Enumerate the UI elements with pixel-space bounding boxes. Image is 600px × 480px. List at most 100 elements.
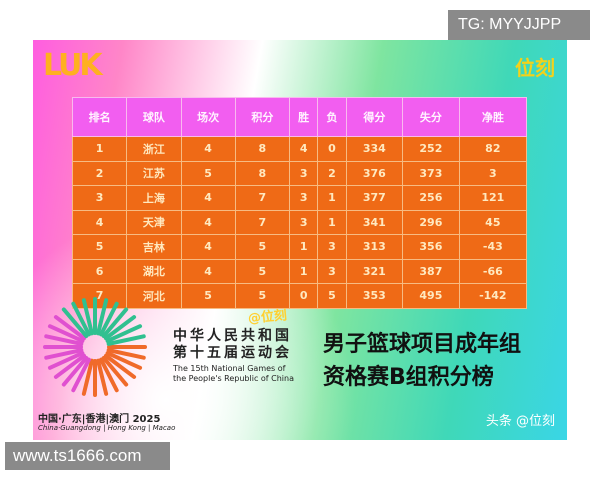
national-games-emblem xyxy=(43,297,147,397)
table-cell: 256 xyxy=(402,185,460,211)
column-header: 失分 xyxy=(402,97,460,137)
table-cell: 4 xyxy=(180,209,236,235)
table-cell: 1 xyxy=(71,136,128,162)
table-cell: 321 xyxy=(345,258,404,284)
table-cell: 0 xyxy=(317,136,347,162)
column-header: 胜 xyxy=(288,97,319,137)
emblem-petal xyxy=(53,353,87,379)
table-cell: 6 xyxy=(71,258,128,284)
emblem-petal xyxy=(96,358,109,396)
table-cell: 5 xyxy=(234,234,291,260)
table-cell: 湖北 xyxy=(126,258,182,284)
poster-title: 男子篮球项目成年组 资格赛B组积分榜 xyxy=(323,328,521,394)
emblem-petal xyxy=(105,324,143,343)
column-header: 积分 xyxy=(234,97,291,137)
emblem-petal xyxy=(44,348,84,360)
watermark: @位刻 xyxy=(247,308,288,327)
table-cell: 5 xyxy=(234,258,291,284)
table-cell: 江苏 xyxy=(126,160,182,186)
standings-table: 排名 球队 场次 积分胜负得分 失分 净胜 1 浙江 4 8 4 0 334 252 82 2 江苏 5 8 3 2 3… xyxy=(71,97,528,309)
table-cell: 5 xyxy=(234,283,291,309)
table-cell: 4 xyxy=(180,234,236,260)
table-cell: 5 xyxy=(71,234,128,260)
emblem-petal xyxy=(106,348,146,360)
emblem-petal xyxy=(61,355,89,387)
games-cn-line: 中华人民共和国 xyxy=(173,328,292,344)
table-cell: 1 xyxy=(288,234,319,260)
table-row: 4 天津 4 7 3 1 341 296 45 xyxy=(71,209,528,235)
column-header: 球队 xyxy=(126,97,182,137)
table-cell: 1 xyxy=(317,185,347,211)
location-en: China·Guangdong | Hong Kong | Macao xyxy=(38,424,176,432)
table-cell: 4 xyxy=(180,185,236,211)
table-row: 1 浙江 4 8 4 0 334 252 82 xyxy=(71,136,528,162)
table-cell: 341 xyxy=(345,209,404,235)
table-cell: 3 xyxy=(458,160,528,186)
emblem-petal xyxy=(44,334,84,346)
table-cell: 7 xyxy=(234,209,291,235)
emblem-petal xyxy=(103,353,137,379)
standings-poster: LUK 位刻 排名 球队 场次 积分胜负得分 失分 净胜 1 浙江 4 8 4 0 334 252 82 2… xyxy=(33,40,567,440)
table-cell: 353 xyxy=(345,283,404,309)
table-cell: -43 xyxy=(458,234,528,260)
table-cell: 浙江 xyxy=(126,136,182,162)
table-row: 3 上海 4 7 3 1 377 256 121 xyxy=(71,185,528,211)
table-cell: 天津 xyxy=(126,209,182,235)
emblem-petal xyxy=(106,334,146,346)
emblem-petal xyxy=(81,358,94,396)
table-cell: 4 xyxy=(180,136,236,162)
table-cell: 5 xyxy=(180,283,236,309)
table-cell: 2 xyxy=(317,160,347,186)
table-cell: 4 xyxy=(71,209,128,235)
emblem-petal xyxy=(101,307,129,339)
table-cell: 3 xyxy=(317,258,347,284)
table-row: 7 河北 5 5 0 5 353 495 -142 xyxy=(71,283,528,309)
table-cell: 4 xyxy=(180,258,236,284)
luk-logo: LUK xyxy=(43,48,103,83)
table-header: 排名 球队 场次 积分胜负得分 失分 净胜 xyxy=(71,97,528,137)
emblem-petal xyxy=(101,355,129,387)
games-en-line: The 15th National Games of xyxy=(173,364,286,373)
games-en-line: the People's Republic of China xyxy=(173,374,294,383)
table-cell: 2 xyxy=(71,160,128,186)
emblem-petal xyxy=(47,324,85,343)
table-cell: 495 xyxy=(402,283,460,309)
location-cn: 中国·广东|香港|澳门 2025 xyxy=(38,414,161,425)
emblem-petal xyxy=(71,357,91,393)
table-cell: 7 xyxy=(71,283,128,309)
emblem-petal xyxy=(61,307,89,339)
table-row: 2 江苏 5 8 3 2 376 373 3 xyxy=(71,160,528,186)
title-line: 资格赛B组积分榜 xyxy=(323,365,494,390)
table-cell: 45 xyxy=(458,209,528,235)
table-cell: 82 xyxy=(458,136,528,162)
table-cell: 3 xyxy=(288,209,319,235)
table-cell: 387 xyxy=(402,258,460,284)
table-cell: 377 xyxy=(345,185,404,211)
site-watermark: www.ts1666.com xyxy=(5,442,170,470)
games-name-cn: 中华人民共和国 第十五届运动会 xyxy=(173,328,292,362)
table-cell: 5 xyxy=(180,160,236,186)
column-header: 场次 xyxy=(180,97,236,137)
table-cell: 7 xyxy=(234,185,291,211)
table-cell: 313 xyxy=(345,234,404,260)
column-header: 净胜 xyxy=(458,97,528,137)
table-cell: 376 xyxy=(345,160,404,186)
table-row: 5 吉林 4 5 1 3 313 356 -43 xyxy=(71,234,528,260)
table-cell: 3 xyxy=(317,234,347,260)
table-cell: 121 xyxy=(458,185,528,211)
games-cn-line: 第十五届运动会 xyxy=(173,345,292,361)
table-cell: 296 xyxy=(402,209,460,235)
table-cell: 1 xyxy=(288,258,319,284)
emblem-petal xyxy=(99,357,119,393)
table-cell: 373 xyxy=(402,160,460,186)
table-cell: 4 xyxy=(288,136,319,162)
games-name-en: The 15th National Games of the People's R… xyxy=(173,364,294,384)
table-cell: -66 xyxy=(458,258,528,284)
emblem-petal xyxy=(71,301,91,337)
table-cell: 3 xyxy=(288,185,319,211)
table-cell: 5 xyxy=(317,283,347,309)
emblem-petal xyxy=(105,351,143,370)
table-row: 6 湖北 4 5 1 3 321 387 -66 xyxy=(71,258,528,284)
column-header: 排名 xyxy=(71,97,128,137)
table-cell: 334 xyxy=(345,136,404,162)
